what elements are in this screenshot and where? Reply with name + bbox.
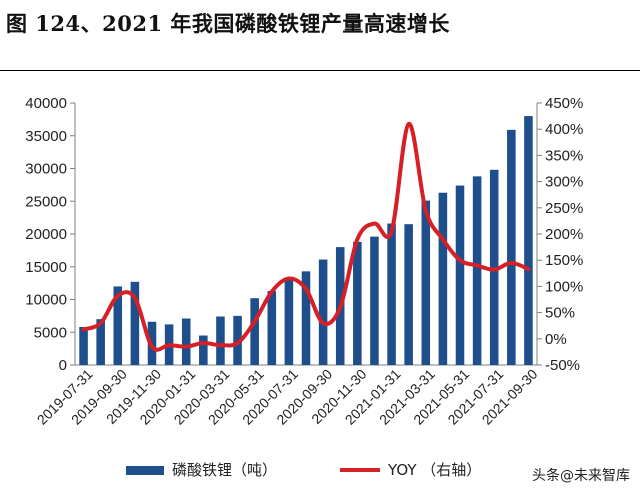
bar — [353, 241, 362, 365]
right-tick-label: 250% — [545, 200, 583, 217]
right-tick-label: 0% — [545, 331, 567, 348]
chart: 0 5000 10000 15000 20000 25000 30000 35000 40000… — [25, 95, 583, 479]
legend-bar-label: 磷酸铁锂（吨） — [172, 461, 277, 479]
bar — [301, 271, 311, 365]
bar — [524, 116, 533, 365]
bar — [113, 286, 123, 365]
bar — [199, 335, 208, 365]
left-tick-label: 5000 — [34, 324, 67, 341]
right-tick-label: 400% — [545, 121, 583, 138]
right-tick-label: 100% — [545, 278, 583, 295]
bar — [370, 236, 379, 365]
figure-title: 图 124、2021 年我国磷酸铁锂产量高速增长 — [6, 11, 450, 36]
bar — [250, 298, 259, 365]
left-tick-label: 20000 — [25, 226, 67, 243]
right-tick-label: 50% — [545, 305, 575, 322]
bar — [233, 315, 242, 365]
watermark: 头条@未来智库 — [532, 468, 630, 484]
left-tick-label: 30000 — [25, 161, 67, 178]
bar — [472, 176, 482, 365]
bar — [96, 319, 105, 365]
bar — [181, 318, 191, 365]
left-tick-label: 35000 — [25, 128, 67, 145]
right-tick-label: 300% — [545, 174, 583, 191]
bar — [130, 281, 140, 365]
legend-line-label: YOY （右轴） — [387, 461, 481, 479]
left-tick-label: 10000 — [25, 292, 67, 309]
bar — [455, 185, 465, 365]
bar — [421, 200, 431, 365]
right-tick-label: 200% — [545, 226, 583, 243]
bar — [507, 129, 516, 365]
left-tick-label: 15000 — [25, 259, 67, 276]
bar — [489, 169, 499, 365]
bar — [387, 223, 396, 365]
bar — [216, 316, 225, 365]
bar — [79, 327, 88, 365]
right-tick-label: 150% — [545, 252, 583, 269]
legend-bar-swatch — [126, 466, 164, 475]
chart-frame: 0 5000 10000 15000 20000 25000 30000 35000 40000… — [0, 70, 640, 493]
left-tick-label: 40000 — [25, 95, 67, 112]
right-tick-label: -50% — [545, 357, 580, 374]
yoy-line — [81, 121, 531, 352]
bar — [284, 278, 294, 365]
bar — [404, 224, 413, 365]
bar — [318, 259, 328, 365]
right-tick-label: 450% — [545, 95, 583, 112]
left-tick-label: 25000 — [25, 193, 67, 210]
bar — [267, 290, 277, 365]
bar — [438, 192, 448, 365]
right-tick-label: 350% — [545, 147, 583, 164]
left-tick-label: 0 — [59, 357, 67, 374]
